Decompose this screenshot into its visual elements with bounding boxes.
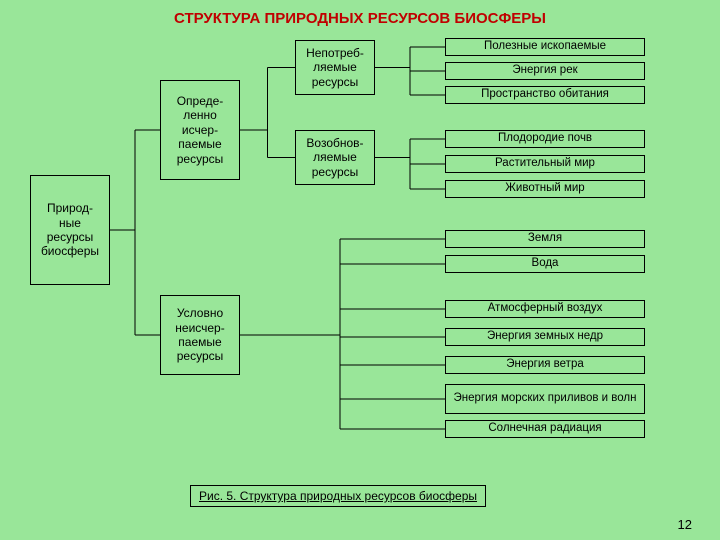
leaf-soil-fertility: Плодородие почв bbox=[445, 130, 645, 148]
page-number: 12 bbox=[678, 517, 692, 532]
figure-caption: Рис. 5. Структура природных ресурсов био… bbox=[190, 485, 486, 507]
node-conditionally-inexhaustible: Условно неисчер- паемые ресурсы bbox=[160, 295, 240, 375]
leaf-air: Атмосферный воздух bbox=[445, 300, 645, 318]
node-renewable: Возобнов- ляемые ресурсы bbox=[295, 130, 375, 185]
leaf-water: Вода bbox=[445, 255, 645, 273]
leaf-geothermal: Энергия земных недр bbox=[445, 328, 645, 346]
leaf-river-energy: Энергия рек bbox=[445, 62, 645, 80]
leaf-habitat-space: Пространство обитания bbox=[445, 86, 645, 104]
node-nonconsumable: Непотреб- ляемые ресурсы bbox=[295, 40, 375, 95]
node-root: Природ- ные ресурсы биосферы bbox=[30, 175, 110, 285]
leaf-earth: Земля bbox=[445, 230, 645, 248]
diagram-title: СТРУКТУРА ПРИРОДНЫХ РЕСУРСОВ БИОСФЕРЫ bbox=[0, 10, 720, 27]
leaf-tidal-energy: Энергия морских приливов и волн bbox=[445, 384, 645, 414]
leaf-minerals: Полезные ископаемые bbox=[445, 38, 645, 56]
leaf-wind-energy: Энергия ветра bbox=[445, 356, 645, 374]
node-exhaustible: Опреде- ленно исчер- паемые ресурсы bbox=[160, 80, 240, 180]
leaf-solar-radiation: Солнечная радиация bbox=[445, 420, 645, 438]
leaf-flora: Растительный мир bbox=[445, 155, 645, 173]
leaf-fauna: Животный мир bbox=[445, 180, 645, 198]
